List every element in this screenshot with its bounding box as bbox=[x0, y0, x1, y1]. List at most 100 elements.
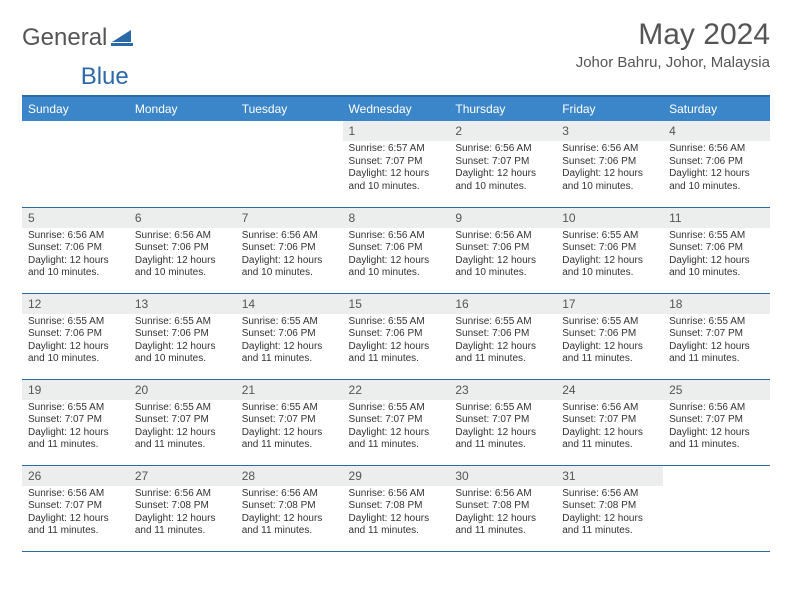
calendar-day-cell: 5Sunrise: 6:56 AMSunset: 7:06 PMDaylight… bbox=[22, 207, 129, 293]
brand-word2: Blue bbox=[81, 63, 129, 91]
calendar-day-cell: 24Sunrise: 6:56 AMSunset: 7:07 PMDayligh… bbox=[556, 379, 663, 465]
day-detail-text: Sunrise: 6:57 AMSunset: 7:07 PMDaylight:… bbox=[343, 141, 450, 197]
day-number: 23 bbox=[449, 380, 556, 400]
day-number: 21 bbox=[236, 380, 343, 400]
day-number: 8 bbox=[343, 208, 450, 228]
calendar-day-cell: 11Sunrise: 6:55 AMSunset: 7:06 PMDayligh… bbox=[663, 207, 770, 293]
day-detail-text: Sunrise: 6:55 AMSunset: 7:07 PMDaylight:… bbox=[663, 314, 770, 370]
day-number: 14 bbox=[236, 294, 343, 314]
calendar-day-cell: 12Sunrise: 6:55 AMSunset: 7:06 PMDayligh… bbox=[22, 293, 129, 379]
calendar-day-cell: 25Sunrise: 6:56 AMSunset: 7:07 PMDayligh… bbox=[663, 379, 770, 465]
weekday-header: Friday bbox=[556, 97, 663, 121]
weekday-row: SundayMondayTuesdayWednesdayThursdayFrid… bbox=[22, 97, 770, 121]
brand-sail-icon bbox=[111, 29, 133, 47]
day-detail-text: Sunrise: 6:56 AMSunset: 7:06 PMDaylight:… bbox=[129, 228, 236, 284]
calendar-body: 1Sunrise: 6:57 AMSunset: 7:07 PMDaylight… bbox=[22, 121, 770, 551]
day-number: 22 bbox=[343, 380, 450, 400]
calendar-week-row: 12Sunrise: 6:55 AMSunset: 7:06 PMDayligh… bbox=[22, 293, 770, 379]
day-number: 12 bbox=[22, 294, 129, 314]
day-detail-text: Sunrise: 6:56 AMSunset: 7:07 PMDaylight:… bbox=[22, 486, 129, 542]
weekday-header: Sunday bbox=[22, 97, 129, 121]
calendar-day-cell: 4Sunrise: 6:56 AMSunset: 7:06 PMDaylight… bbox=[663, 121, 770, 207]
weekday-header: Saturday bbox=[663, 97, 770, 121]
day-detail-text: Sunrise: 6:56 AMSunset: 7:07 PMDaylight:… bbox=[556, 400, 663, 456]
calendar-day-cell: 8Sunrise: 6:56 AMSunset: 7:06 PMDaylight… bbox=[343, 207, 450, 293]
calendar-day-cell: 21Sunrise: 6:55 AMSunset: 7:07 PMDayligh… bbox=[236, 379, 343, 465]
calendar-day-cell: 17Sunrise: 6:55 AMSunset: 7:06 PMDayligh… bbox=[556, 293, 663, 379]
calendar-day-cell: 3Sunrise: 6:56 AMSunset: 7:06 PMDaylight… bbox=[556, 121, 663, 207]
calendar-day-cell: 27Sunrise: 6:56 AMSunset: 7:08 PMDayligh… bbox=[129, 465, 236, 551]
day-detail-text: Sunrise: 6:55 AMSunset: 7:06 PMDaylight:… bbox=[129, 314, 236, 370]
calendar-day-cell: 31Sunrise: 6:56 AMSunset: 7:08 PMDayligh… bbox=[556, 465, 663, 551]
day-number: 6 bbox=[129, 208, 236, 228]
day-number: 24 bbox=[556, 380, 663, 400]
day-number: 10 bbox=[556, 208, 663, 228]
calendar-day-cell: 15Sunrise: 6:55 AMSunset: 7:06 PMDayligh… bbox=[343, 293, 450, 379]
calendar-day-cell: 23Sunrise: 6:55 AMSunset: 7:07 PMDayligh… bbox=[449, 379, 556, 465]
day-number: 30 bbox=[449, 466, 556, 486]
month-title: May 2024 bbox=[576, 18, 770, 52]
day-detail-text: Sunrise: 6:56 AMSunset: 7:07 PMDaylight:… bbox=[449, 141, 556, 197]
day-detail-text: Sunrise: 6:55 AMSunset: 7:06 PMDaylight:… bbox=[343, 314, 450, 370]
day-number: 3 bbox=[556, 121, 663, 141]
day-number: 13 bbox=[129, 294, 236, 314]
calendar-day-cell bbox=[236, 121, 343, 207]
day-number bbox=[236, 121, 343, 141]
day-detail-text: Sunrise: 6:55 AMSunset: 7:06 PMDaylight:… bbox=[22, 314, 129, 370]
calendar-day-cell: 13Sunrise: 6:55 AMSunset: 7:06 PMDayligh… bbox=[129, 293, 236, 379]
day-detail-text: Sunrise: 6:55 AMSunset: 7:06 PMDaylight:… bbox=[449, 314, 556, 370]
day-number bbox=[22, 121, 129, 141]
calendar-day-cell: 9Sunrise: 6:56 AMSunset: 7:06 PMDaylight… bbox=[449, 207, 556, 293]
day-number: 19 bbox=[22, 380, 129, 400]
day-number: 16 bbox=[449, 294, 556, 314]
weekday-header: Monday bbox=[129, 97, 236, 121]
day-detail-text: Sunrise: 6:55 AMSunset: 7:07 PMDaylight:… bbox=[129, 400, 236, 456]
day-detail-text: Sunrise: 6:56 AMSunset: 7:06 PMDaylight:… bbox=[556, 141, 663, 197]
day-detail-text: Sunrise: 6:56 AMSunset: 7:06 PMDaylight:… bbox=[343, 228, 450, 284]
day-detail-text: Sunrise: 6:55 AMSunset: 7:06 PMDaylight:… bbox=[663, 228, 770, 284]
calendar-week-row: 19Sunrise: 6:55 AMSunset: 7:07 PMDayligh… bbox=[22, 379, 770, 465]
calendar-day-cell: 6Sunrise: 6:56 AMSunset: 7:06 PMDaylight… bbox=[129, 207, 236, 293]
day-detail-text: Sunrise: 6:55 AMSunset: 7:07 PMDaylight:… bbox=[22, 400, 129, 456]
calendar-day-cell: 26Sunrise: 6:56 AMSunset: 7:07 PMDayligh… bbox=[22, 465, 129, 551]
day-detail-text: Sunrise: 6:56 AMSunset: 7:08 PMDaylight:… bbox=[236, 486, 343, 542]
day-number: 29 bbox=[343, 466, 450, 486]
day-detail-text: Sunrise: 6:56 AMSunset: 7:08 PMDaylight:… bbox=[129, 486, 236, 542]
calendar-day-cell: 28Sunrise: 6:56 AMSunset: 7:08 PMDayligh… bbox=[236, 465, 343, 551]
brand-logo: General bbox=[22, 18, 133, 52]
calendar-table: SundayMondayTuesdayWednesdayThursdayFrid… bbox=[22, 97, 770, 552]
day-detail-text: Sunrise: 6:56 AMSunset: 7:06 PMDaylight:… bbox=[236, 228, 343, 284]
day-number: 9 bbox=[449, 208, 556, 228]
calendar-week-row: 1Sunrise: 6:57 AMSunset: 7:07 PMDaylight… bbox=[22, 121, 770, 207]
calendar-day-cell: 29Sunrise: 6:56 AMSunset: 7:08 PMDayligh… bbox=[343, 465, 450, 551]
title-block: May 2024 Johor Bahru, Johor, Malaysia bbox=[576, 18, 770, 71]
day-detail-text: Sunrise: 6:55 AMSunset: 7:06 PMDaylight:… bbox=[556, 314, 663, 370]
day-number: 26 bbox=[22, 466, 129, 486]
day-number: 15 bbox=[343, 294, 450, 314]
calendar-week-row: 5Sunrise: 6:56 AMSunset: 7:06 PMDaylight… bbox=[22, 207, 770, 293]
day-detail-text: Sunrise: 6:56 AMSunset: 7:08 PMDaylight:… bbox=[556, 486, 663, 542]
day-number: 27 bbox=[129, 466, 236, 486]
day-number: 4 bbox=[663, 121, 770, 141]
weekday-header: Wednesday bbox=[343, 97, 450, 121]
calendar-day-cell bbox=[129, 121, 236, 207]
calendar-day-cell bbox=[663, 465, 770, 551]
day-detail-text: Sunrise: 6:55 AMSunset: 7:07 PMDaylight:… bbox=[343, 400, 450, 456]
day-number: 5 bbox=[22, 208, 129, 228]
day-detail-text: Sunrise: 6:56 AMSunset: 7:06 PMDaylight:… bbox=[663, 141, 770, 197]
day-number: 1 bbox=[343, 121, 450, 141]
day-detail-text: Sunrise: 6:56 AMSunset: 7:07 PMDaylight:… bbox=[663, 400, 770, 456]
day-detail-text: Sunrise: 6:56 AMSunset: 7:06 PMDaylight:… bbox=[449, 228, 556, 284]
calendar-day-cell: 22Sunrise: 6:55 AMSunset: 7:07 PMDayligh… bbox=[343, 379, 450, 465]
calendar-day-cell: 1Sunrise: 6:57 AMSunset: 7:07 PMDaylight… bbox=[343, 121, 450, 207]
calendar-week-row: 26Sunrise: 6:56 AMSunset: 7:07 PMDayligh… bbox=[22, 465, 770, 551]
calendar-day-cell: 10Sunrise: 6:55 AMSunset: 7:06 PMDayligh… bbox=[556, 207, 663, 293]
calendar-day-cell bbox=[22, 121, 129, 207]
weekday-header: Thursday bbox=[449, 97, 556, 121]
calendar-head: SundayMondayTuesdayWednesdayThursdayFrid… bbox=[22, 97, 770, 121]
day-number bbox=[663, 466, 770, 486]
day-number bbox=[129, 121, 236, 141]
day-detail-text: Sunrise: 6:56 AMSunset: 7:08 PMDaylight:… bbox=[449, 486, 556, 542]
day-detail-text: Sunrise: 6:56 AMSunset: 7:08 PMDaylight:… bbox=[343, 486, 450, 542]
calendar-day-cell: 7Sunrise: 6:56 AMSunset: 7:06 PMDaylight… bbox=[236, 207, 343, 293]
